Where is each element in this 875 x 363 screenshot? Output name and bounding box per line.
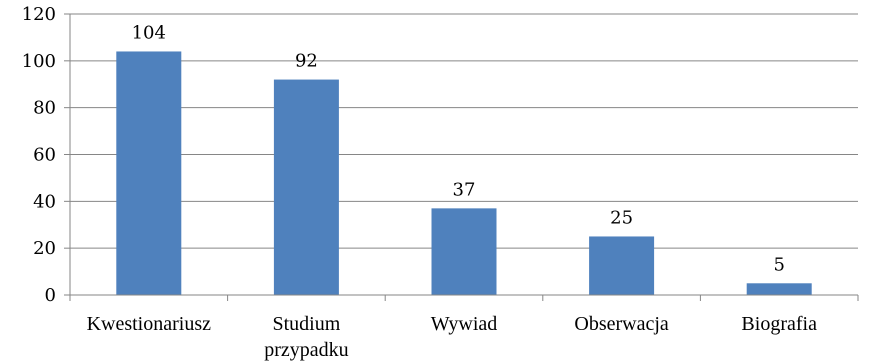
bar (589, 236, 655, 295)
bar (746, 283, 812, 295)
data-label: 37 (453, 179, 476, 200)
y-tick-label: 20 (33, 238, 56, 259)
x-tick-label-line: Studium (273, 313, 341, 335)
y-tick-label: 0 (45, 285, 56, 306)
y-axis-ticks: 0 20 40 60 80 100 120 (22, 4, 70, 306)
data-labels: 104 92 37 25 5 (132, 22, 785, 275)
x-tick-label: Biografia (741, 313, 817, 335)
y-tick-label: 80 (33, 98, 56, 119)
x-tick-label-line: Kwestionariusz (87, 313, 212, 335)
data-label: 25 (610, 207, 633, 228)
bar (431, 208, 497, 295)
data-label: 5 (773, 254, 784, 275)
bar (273, 79, 339, 295)
bar (116, 51, 182, 295)
x-tick-label-line: Wywiad (431, 313, 498, 335)
y-tick-label: 60 (33, 145, 56, 166)
bars (116, 51, 812, 295)
x-tick-label-line: Biografia (741, 313, 817, 335)
x-tick-label: Obserwacja (574, 313, 669, 335)
x-tick-label: Kwestionariusz (87, 313, 212, 335)
y-tick-label: 120 (22, 4, 56, 25)
axes (69, 14, 859, 301)
data-label: 104 (132, 22, 166, 43)
y-tick-label: 100 (22, 51, 56, 72)
x-tick-label: Wywiad (431, 313, 498, 335)
x-tick-label-line: przypadku (264, 339, 348, 361)
gridlines (70, 13, 858, 249)
x-axis-ticks: Kwestionariusz Studium przypadku Wywiad Obse… (87, 313, 817, 361)
y-tick-label: 40 (33, 191, 56, 212)
x-tick-label-line: Obserwacja (574, 313, 669, 335)
data-label: 92 (295, 51, 318, 72)
x-tick-label: Studium przypadku (264, 313, 348, 361)
